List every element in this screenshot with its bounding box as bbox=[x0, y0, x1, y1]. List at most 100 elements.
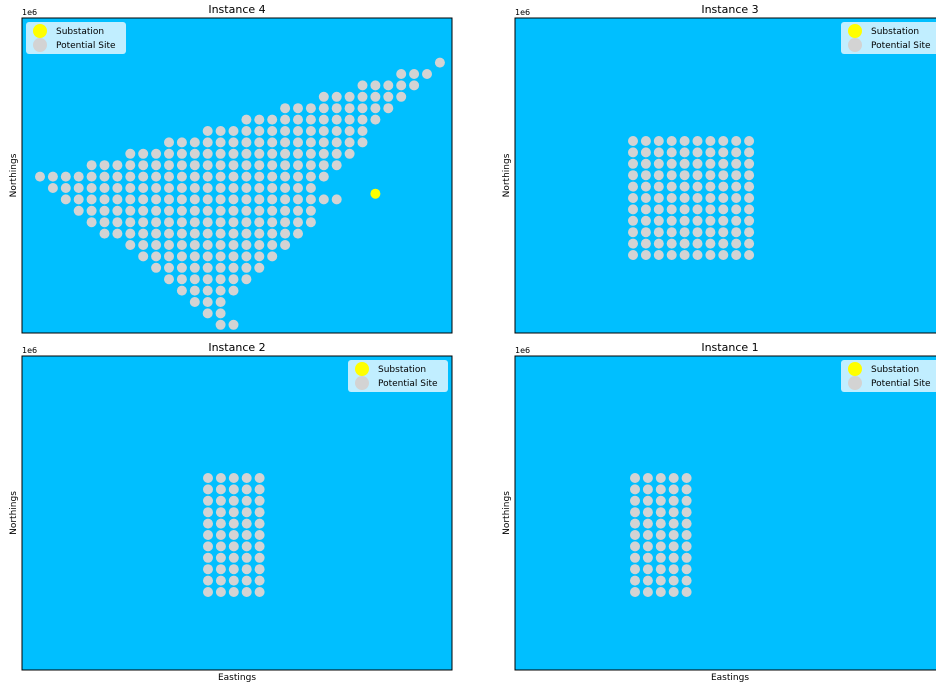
potential-site-point bbox=[293, 171, 303, 182]
potential-site-point bbox=[215, 137, 226, 148]
potential-site-point bbox=[280, 228, 291, 239]
potential-site-point bbox=[666, 227, 677, 238]
potential-site-point bbox=[164, 160, 174, 171]
potential-site-point bbox=[241, 564, 252, 575]
potential-site-point bbox=[666, 204, 677, 215]
legend: Substation Potential Site bbox=[841, 22, 936, 54]
potential-site-point bbox=[151, 183, 162, 193]
potential-site-point bbox=[653, 227, 664, 238]
potential-site-point bbox=[189, 148, 200, 159]
potential-site-point bbox=[681, 495, 692, 506]
potential-site-point bbox=[151, 160, 162, 171]
potential-site-point bbox=[668, 473, 679, 483]
potential-site-point bbox=[642, 495, 653, 506]
potential-site-point bbox=[202, 274, 213, 285]
potential-site-point bbox=[318, 126, 329, 136]
y-offset-text: 1e6 bbox=[515, 346, 530, 355]
potential-site-point bbox=[215, 126, 226, 136]
potential-site-point bbox=[642, 518, 653, 529]
potential-site-point bbox=[655, 473, 666, 483]
potential-site-point bbox=[202, 183, 213, 193]
potential-site-point bbox=[705, 250, 716, 260]
potential-site-point bbox=[73, 205, 84, 216]
potential-site-point bbox=[241, 205, 252, 216]
potential-site-point bbox=[254, 194, 265, 205]
potential-site-point bbox=[176, 171, 187, 182]
potential-site-point bbox=[228, 274, 239, 285]
potential-site-point bbox=[653, 136, 664, 146]
potential-site-point bbox=[254, 575, 265, 586]
potential-site-point bbox=[370, 80, 381, 91]
potential-site-point bbox=[681, 587, 692, 597]
potential-site-point bbox=[630, 507, 640, 518]
potential-site-point bbox=[241, 160, 252, 171]
potential-site-point bbox=[254, 473, 265, 483]
potential-site-point bbox=[628, 158, 638, 169]
potential-site-point bbox=[99, 194, 110, 205]
y-offset-text: 1e6 bbox=[515, 8, 530, 17]
potential-site-point bbox=[653, 250, 664, 260]
potential-site-point bbox=[125, 205, 136, 216]
potential-site-point bbox=[241, 484, 252, 495]
potential-site-point bbox=[189, 183, 200, 193]
potential-site-point bbox=[215, 205, 226, 216]
potential-site-point bbox=[640, 227, 651, 238]
potential-site-point bbox=[254, 148, 265, 159]
potential-site-point bbox=[267, 126, 278, 136]
potential-site-point bbox=[655, 518, 666, 529]
potential-site-point bbox=[151, 205, 162, 216]
potential-site-point bbox=[189, 285, 200, 296]
potential-site-point bbox=[176, 228, 187, 239]
potential-site-point bbox=[164, 148, 174, 159]
potential-site-point bbox=[666, 158, 677, 169]
potential-site-point bbox=[744, 147, 755, 158]
potential-site-point bbox=[280, 183, 291, 193]
potential-site-point bbox=[125, 183, 136, 193]
legend-substation-marker bbox=[848, 24, 862, 38]
potential-site-point bbox=[331, 194, 342, 205]
potential-site-point bbox=[228, 575, 239, 586]
x-axis-label: Eastings bbox=[711, 673, 749, 683]
potential-site-point bbox=[47, 171, 58, 182]
potential-site-point bbox=[628, 136, 638, 146]
potential-site-point bbox=[99, 217, 110, 228]
potential-site-point bbox=[293, 148, 303, 159]
potential-site-point bbox=[125, 217, 136, 228]
potential-site-point bbox=[254, 587, 265, 597]
potential-site-point bbox=[318, 160, 329, 171]
potential-site-point bbox=[705, 136, 716, 146]
legend-label-substation: Substation bbox=[56, 27, 104, 37]
potential-site-point bbox=[370, 114, 381, 125]
potential-site-point bbox=[215, 217, 226, 228]
potential-site-point bbox=[189, 274, 200, 285]
potential-site-point bbox=[731, 227, 742, 238]
potential-site-point bbox=[640, 215, 651, 226]
legend-box bbox=[26, 22, 126, 54]
potential-site-point bbox=[138, 160, 149, 171]
potential-site-point bbox=[203, 495, 213, 506]
potential-site-point bbox=[35, 171, 45, 182]
potential-site-point bbox=[679, 147, 690, 158]
potential-site-point bbox=[655, 587, 666, 597]
potential-site-point bbox=[731, 238, 742, 249]
potential-site-point bbox=[241, 251, 252, 262]
potential-site-point bbox=[642, 564, 653, 575]
potential-site-point bbox=[305, 148, 316, 159]
potential-site-point bbox=[189, 160, 200, 171]
potential-site-point bbox=[666, 193, 677, 203]
potential-site-point bbox=[718, 136, 729, 146]
subplot-3: Instance 2 1e6 Northings Eastings Substation… bbox=[9, 341, 453, 683]
potential-site-point bbox=[202, 126, 213, 136]
potential-site-point bbox=[653, 238, 664, 249]
potential-site-point bbox=[254, 564, 265, 575]
potential-site-point bbox=[731, 170, 742, 181]
legend-substation-marker bbox=[33, 24, 47, 38]
potential-site-point bbox=[164, 262, 174, 273]
potential-site-point bbox=[628, 227, 638, 238]
potential-site-point bbox=[681, 484, 692, 495]
potential-site-point bbox=[151, 148, 162, 159]
potential-site-point bbox=[668, 575, 679, 586]
potential-site-point bbox=[241, 507, 252, 518]
potential-site-point bbox=[99, 228, 110, 239]
potential-site-point bbox=[112, 194, 123, 205]
